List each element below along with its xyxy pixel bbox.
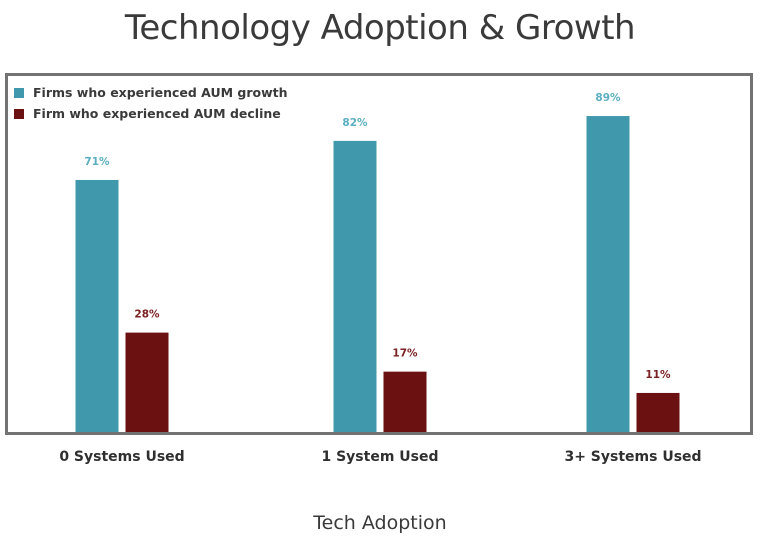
legend-swatch-growth bbox=[14, 87, 24, 98]
bar-growth-2 bbox=[586, 116, 630, 433]
x-axis-title: Tech Adoption bbox=[313, 512, 447, 534]
data-label-decline-0: 28% bbox=[134, 309, 160, 321]
data-label-growth-2: 89% bbox=[595, 92, 621, 104]
data-label-decline-2: 11% bbox=[645, 369, 671, 381]
legend-label-growth: Firms who experienced AUM growth bbox=[33, 85, 288, 100]
data-label-growth-0: 71% bbox=[84, 156, 110, 168]
category-label-1-system: 1 System Used bbox=[321, 449, 439, 465]
data-label-growth-1: 82% bbox=[342, 117, 368, 129]
chart-title: Technology Adoption & Growth bbox=[124, 8, 636, 48]
legend-item-growth[interactable]: Firms who experienced AUM growth bbox=[14, 82, 288, 103]
category-label-3plus-systems: 3+ Systems Used bbox=[564, 449, 702, 465]
bar-decline-0 bbox=[125, 332, 169, 432]
data-label-decline-1: 17% bbox=[392, 348, 418, 360]
legend-item-decline[interactable]: Firm who experienced AUM decline bbox=[14, 103, 288, 124]
category-label-0-systems: 0 Systems Used bbox=[59, 449, 185, 465]
legend-swatch-decline bbox=[14, 108, 24, 119]
legend-label-decline: Firm who experienced AUM decline bbox=[33, 106, 281, 121]
legend: Firms who experienced AUM growth Firm wh… bbox=[14, 82, 288, 124]
bar-decline-2 bbox=[636, 392, 680, 432]
bar-growth-1 bbox=[333, 140, 377, 432]
bar-decline-1 bbox=[383, 371, 427, 432]
bar-growth-0 bbox=[75, 179, 119, 432]
